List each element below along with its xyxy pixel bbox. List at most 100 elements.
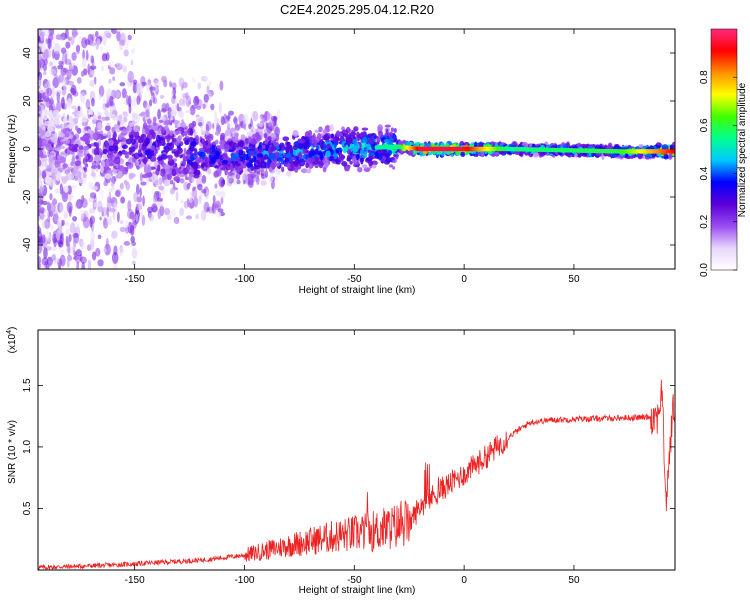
heatmap-band-cell (133, 125, 140, 132)
heatmap-band-cell (59, 156, 67, 164)
heatmap-noise-cell (106, 215, 113, 226)
heatmap-band-cell (294, 159, 299, 168)
heatmap-noise-cell (108, 190, 112, 203)
heatmap-noise-cell (146, 175, 150, 187)
heatmap-band-cell (153, 148, 158, 155)
heatmap-noise-cell (111, 175, 116, 185)
heatmap-noise-cell (123, 49, 129, 57)
heatmap-noise-cell (80, 92, 86, 104)
snr-y-ticks: 0.5 1.0 1.5 (22, 378, 675, 515)
heatmap-band-cell (113, 145, 119, 152)
heatmap-noise-cell (38, 205, 41, 217)
heatmap-band-cell (104, 109, 109, 117)
heatmap-noise-cell (38, 65, 41, 72)
heatmap-noise-cell (89, 41, 96, 47)
heatmap-noise-cell (74, 174, 79, 181)
heatmap-noise-cell (67, 97, 73, 108)
heatmap-band-cell (51, 172, 56, 180)
heatmap-band-cell (163, 164, 171, 170)
heatmap-band-cell (367, 133, 374, 137)
heatmap-noise-cell (102, 34, 107, 46)
heatmap-band-cell (53, 119, 60, 125)
heatmap-band-cell (177, 135, 182, 142)
heatmap-band-cell (276, 157, 283, 162)
heatmap-band-cell (205, 146, 211, 155)
snr-multiplier-base: (x10 (7, 333, 18, 353)
heatmap-noise-cell (108, 78, 112, 84)
heatmap-band-cell (368, 160, 373, 166)
heatmap-band-cell (91, 185, 99, 191)
heatmap-band-cell (314, 156, 319, 162)
heatmap-noise-cell (65, 41, 71, 49)
heatmap-band-cell (352, 145, 359, 153)
heatmap-band-cell (65, 139, 71, 144)
heatmap-band-cell (292, 144, 299, 151)
heatmap-noise-cell (220, 180, 224, 188)
heatmap-noise-cell (41, 257, 49, 266)
heatmap-noise-cell (58, 265, 61, 269)
heatmap-noise-cell (80, 241, 85, 250)
heatmap-band-cell (206, 168, 212, 175)
heatmap-noise-cell (107, 60, 114, 67)
heatmap-noise-cell (103, 30, 111, 37)
heatmap-ridge-cell (672, 149, 675, 154)
heatmap-noise-cell (135, 183, 140, 196)
heatmap-band-cell (41, 138, 47, 146)
heatmap-band-cell (427, 151, 433, 155)
heatmap-band-cell (300, 168, 308, 174)
heatmap-band-cell (391, 134, 396, 139)
heatmap-band-cell (338, 153, 345, 161)
heatmap-band-cell (269, 145, 277, 151)
heatmap-band-cell (349, 160, 353, 165)
heatmap-band-cell (214, 131, 220, 136)
heatmap-noise-cell (206, 206, 210, 212)
heatmap-noise-cell (81, 265, 86, 269)
heatmap-noise-cell (59, 254, 66, 267)
heatmap-band-cell (97, 121, 103, 130)
heatmap-band-cell (360, 157, 364, 165)
heatmap-noise-cell (98, 94, 102, 101)
heatmap-band-cell (329, 155, 334, 162)
heatmap-noise-cell (47, 211, 52, 217)
heatmap-noise-cell (80, 256, 87, 264)
heatmap-noise-cell (150, 91, 154, 96)
heatmap-band-cell (167, 154, 173, 161)
heatmap-band-cell (158, 185, 165, 191)
heatmap-band-cell (177, 127, 183, 131)
heatmap-band-cell (131, 119, 136, 126)
heatmap-band-cell (163, 179, 171, 187)
x-tick-label: 0 (461, 575, 467, 586)
heatmap-noise-cell (115, 91, 121, 98)
heatmap-band-cell (248, 144, 252, 149)
heatmap-noise-cell (40, 43, 47, 52)
heatmap-noise-cell (122, 65, 127, 73)
heatmap-noise-cell (195, 117, 203, 123)
heatmap-noise-cell (54, 76, 61, 86)
heatmap-band-cell (78, 145, 84, 150)
heatmap-band-cell (286, 141, 291, 146)
heatmap-band-cell (322, 166, 327, 173)
heatmap-band-cell (298, 151, 303, 160)
heatmap-band-cell (201, 161, 205, 169)
heatmap-noise-cell (131, 48, 135, 54)
heatmap-band-cell (104, 173, 112, 180)
heatmap-noise-cell (119, 226, 126, 233)
heatmap-noise-cell (185, 92, 189, 100)
heatmap-band-cell (101, 116, 107, 121)
colorbar-tick-label: 0.0 (699, 263, 710, 277)
heatmap-band-cell (352, 138, 358, 145)
heatmap-noise-cell (161, 102, 167, 112)
heatmap-band-cell (58, 132, 65, 138)
heatmap-noise-cell (154, 79, 160, 92)
x-tick-label: -50 (347, 274, 362, 285)
heatmap-band-cell (247, 137, 252, 144)
heatmap-noise-cell (91, 251, 97, 261)
heatmap-noise-cell (48, 260, 53, 267)
heatmap-band-cell (187, 137, 195, 143)
heatmap-band-cell (312, 160, 320, 165)
heatmap-band-cell (221, 159, 229, 164)
snr-series-line (38, 379, 675, 570)
heatmap-band-cell (190, 141, 197, 147)
heatmap-band-cell (123, 116, 128, 123)
heatmap-band-cell (160, 139, 165, 146)
